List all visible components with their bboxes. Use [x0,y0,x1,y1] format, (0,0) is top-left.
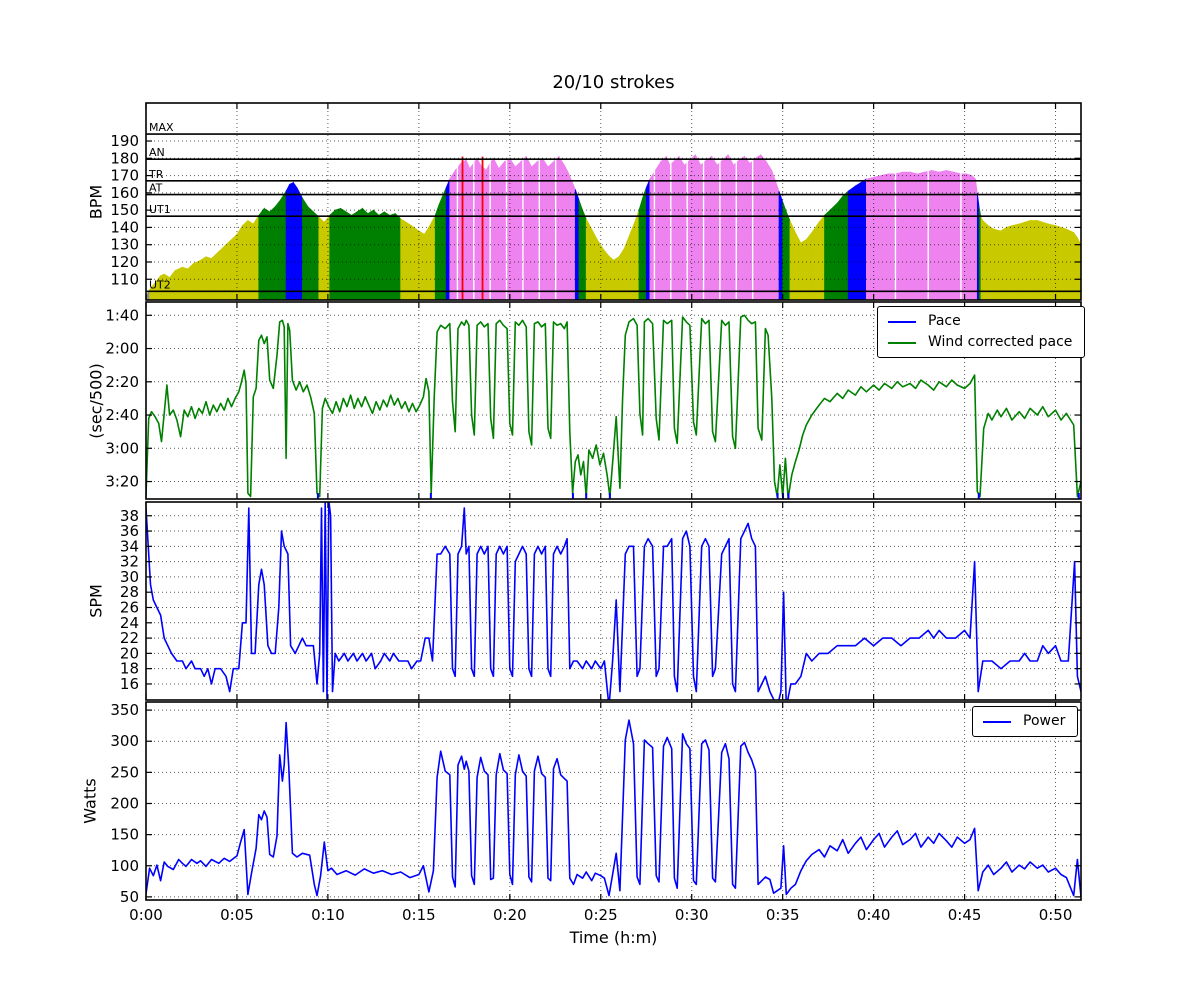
tick-label: 190 [110,132,139,150]
tick-label: 300 [110,732,139,750]
tick-label: 200 [110,794,139,812]
wind-corrected-pace-line-sample [888,341,916,344]
tick-label: 160 [110,184,139,202]
tick-label: 120 [110,253,139,271]
chart-title: 20/10 strokes [552,72,675,93]
tick-label: 16 [120,675,139,693]
tick-label: 0:20 [493,906,527,924]
tick-label: 350 [110,701,139,719]
tick-label: 1:40 [105,306,139,324]
tick-label: 130 [110,236,139,254]
tick-label: 100 [110,857,139,875]
y-tick-labels: 50 100 150 200 250 300 350 [110,701,139,906]
tick-label: 0:25 [584,906,618,924]
tick-label: 30 [120,568,139,586]
axis-ticks [145,103,1081,300]
power-line-sample [983,720,1011,723]
tick-label: 0:00 [129,906,163,924]
tick-label: 0:30 [675,906,709,924]
legend-label-pace: Pace [928,313,961,329]
pace-legend: Pace Wind corrected pace [877,306,1086,358]
tick-label: 0:05 [220,906,254,924]
tick-label: 0:15 [402,906,436,924]
tick-label: 38 [120,507,139,525]
x-tick-labels: 0:00 0:05 0:10 0:15 0:20 0:25 0:30 0:35 0:40 0:45… [129,906,1072,924]
spm-axis-label: SPM [86,584,106,618]
zone-label-an: AN [149,146,165,159]
tick-label: 50 [120,888,139,906]
tick-label: 0:50 [1039,906,1073,924]
pace-line-sample [888,320,916,323]
strokes-per-minute-line [146,502,1081,700]
legend-item-power: Power [983,711,1065,732]
interval-markers [456,154,962,300]
x-axis-label: Time (h:m) [569,928,658,947]
tick-label: 34 [120,537,139,555]
axes-spines [145,701,1082,901]
power-watts--line [146,719,1081,897]
tick-label: 0:35 [766,906,800,924]
tick-label: 0:40 [857,906,891,924]
tick-label: 20 [120,644,139,662]
tick-label: 36 [120,522,139,540]
axes-spines [145,301,1082,500]
zone-label-ut1: UT1 [149,203,171,216]
tick-label: 140 [110,218,139,236]
tick-label: 150 [110,826,139,844]
bpm-axis-label: BPM [86,184,106,220]
tick-label: 18 [120,660,139,678]
tick-label: 32 [120,553,139,571]
legend-label-wind-corrected-pace: Wind corrected pace [928,334,1073,350]
legend-item-wind-corrected-pace: Wind corrected pace [888,332,1072,353]
tick-label: 26 [120,598,139,616]
tick-label: 170 [110,167,139,185]
tick-label: 2:20 [105,373,139,391]
tick-label: 250 [110,763,139,781]
axes-spines [145,102,1082,301]
tick-label: 2:00 [105,340,139,358]
tick-label: 180 [110,149,139,167]
gridlines [145,502,1081,700]
axes-spines [145,501,1082,701]
zone-label-max: MAX [149,121,174,134]
tick-label: 28 [120,583,139,601]
zone-label-at: AT [149,182,163,195]
watts-plot: 50 100 150 200 250 300 350 0:00 0:05 0:10 0:15 0:20… [110,701,1082,924]
axis-ticks [145,302,1081,499]
tick-label: 24 [120,614,139,632]
zone-label-tr: TR [148,168,164,181]
pace-axis-label: (sec/500) [86,363,106,439]
power-legend: Power [972,706,1079,737]
legend-label-power: Power [1023,713,1066,729]
raw-pace-clipped-marks [316,493,1080,499]
tick-label: 22 [120,629,139,647]
tick-label: 150 [110,201,139,219]
tick-label: 110 [110,270,139,288]
zone-label-ut2: UT2 [149,278,171,291]
legend-item-pace: Pace [888,311,1072,332]
tick-label: 3:00 [105,439,139,457]
axis-ticks [145,502,1081,700]
tick-label: 3:20 [105,473,139,491]
watts-axis-label: Watts [80,778,100,824]
tick-label: 2:40 [105,406,139,424]
wind-corrected-pace-sec-500m--line [146,314,1081,499]
tick-label: 0:45 [948,906,982,924]
sec500-plot: 1:40 2:00 2:20 2:40 3:00 3:20 [105,301,1082,500]
y-tick-labels: 1:40 2:00 2:20 2:40 3:00 3:20 [105,306,139,490]
tick-label: 0:10 [311,906,345,924]
